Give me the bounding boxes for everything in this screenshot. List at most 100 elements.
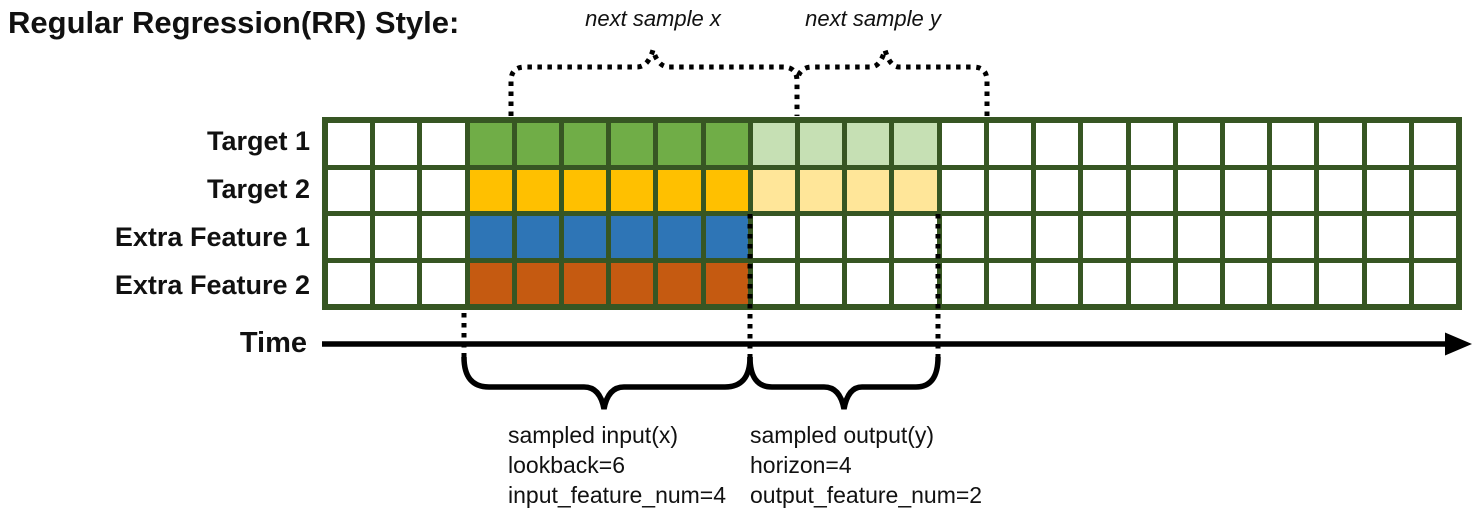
grid-cell — [1036, 262, 1079, 304]
grid-cell — [658, 169, 701, 211]
sampled-input-annotation: sampled input(x) lookback=6 input_featur… — [508, 420, 726, 510]
grid-cell — [1224, 262, 1268, 304]
grid-cell — [611, 169, 654, 211]
grid-cell — [422, 123, 465, 165]
grid-cell — [1036, 123, 1079, 165]
grid-cell — [375, 262, 418, 304]
grid-cell — [1319, 262, 1362, 304]
grid-cell — [1366, 216, 1409, 258]
grid-cell — [988, 216, 1032, 258]
grid-cell — [705, 169, 748, 211]
grid-cell — [469, 169, 512, 211]
diagram-title: Regular Regression(RR) Style: — [8, 5, 460, 40]
grid-cell — [1413, 123, 1456, 165]
grid-cell — [1224, 123, 1268, 165]
next-sample-x-brace — [508, 41, 800, 116]
grid-cell — [516, 123, 560, 165]
next-sample-x-label: next sample x — [585, 6, 721, 31]
grid-cell — [941, 216, 984, 258]
next-sample-y-brace — [795, 41, 990, 116]
grid-cell — [469, 216, 512, 258]
grid-cell — [1366, 262, 1409, 304]
grid-cell — [894, 262, 937, 304]
grid-cell — [1177, 169, 1220, 211]
grid-cell — [328, 169, 371, 211]
grid-cell — [328, 123, 371, 165]
grid-cell — [564, 216, 607, 258]
grid-cell — [1083, 216, 1126, 258]
grid-cell — [375, 123, 418, 165]
grid-cell — [1130, 216, 1173, 258]
grid-cell — [705, 123, 748, 165]
grid-cell — [847, 123, 890, 165]
horizon-value: horizon=4 — [750, 452, 852, 478]
grid-cell — [847, 216, 890, 258]
grid-cell — [1083, 262, 1126, 304]
grid-cell — [1177, 216, 1220, 258]
grid-cell — [375, 169, 418, 211]
time-arrow-head-icon — [1445, 332, 1472, 356]
grid-cell — [941, 123, 984, 165]
grid-cell — [564, 262, 607, 304]
grid-cell — [1083, 123, 1126, 165]
row-label: Extra Feature 1 — [114, 222, 310, 253]
row-labels: Target 1 Target 2 Extra Feature 1 Extra Fea… — [0, 117, 310, 310]
grid-cell — [894, 216, 937, 258]
grid-cell — [375, 216, 418, 258]
grid-cell — [1177, 262, 1220, 304]
grid-cell — [422, 216, 465, 258]
grid-cell — [1224, 169, 1268, 211]
grid-cell — [705, 262, 748, 304]
next-sample-y-label: next sample y — [805, 6, 941, 31]
grid-cell — [516, 169, 560, 211]
grid-cell — [469, 262, 512, 304]
sample-grid — [322, 117, 1462, 310]
output-feature-num-value: output_feature_num=2 — [750, 482, 983, 508]
grid-cell — [611, 123, 654, 165]
grid-cell — [752, 262, 796, 304]
sampled-output-annotation: sampled output(y) horizon=4 output_featu… — [750, 420, 982, 510]
grid-cell — [1413, 216, 1456, 258]
grid-cell — [1130, 169, 1173, 211]
grid-cell — [847, 169, 890, 211]
grid-cell — [1177, 123, 1220, 165]
grid-cell — [1224, 216, 1268, 258]
grid-cell — [800, 262, 843, 304]
grid-cell — [611, 262, 654, 304]
grid-cell — [894, 169, 937, 211]
grid-cell — [422, 262, 465, 304]
grid-cell — [752, 169, 796, 211]
grid-cell — [1319, 216, 1362, 258]
row-label: Target 1 — [206, 125, 310, 156]
grid-cell — [847, 262, 890, 304]
grid-cell — [1272, 169, 1315, 211]
grid-cell — [564, 123, 607, 165]
grid-cell — [658, 262, 701, 304]
grid-cell — [988, 169, 1032, 211]
grid-cell — [516, 216, 560, 258]
grid-cell — [328, 216, 371, 258]
grid-cell — [800, 169, 843, 211]
grid-cell — [328, 262, 371, 304]
grid-cell — [422, 169, 465, 211]
sampled-input-brace — [461, 356, 753, 410]
grid-cell — [1083, 169, 1126, 211]
grid-cell — [752, 123, 796, 165]
grid-cell — [800, 216, 843, 258]
grid-cell — [611, 216, 654, 258]
input-feature-num-value: input_feature_num=4 — [508, 482, 727, 508]
sampled-input-title: sampled input(x) — [508, 422, 679, 448]
grid-cell — [1366, 123, 1409, 165]
grid-cell — [1319, 169, 1362, 211]
grid-cell — [705, 216, 748, 258]
sampled-output-brace — [747, 356, 941, 410]
grid-cell — [752, 216, 796, 258]
grid-cell — [988, 123, 1032, 165]
sampled-output-title: sampled output(y) — [750, 422, 935, 448]
grid-cell — [941, 169, 984, 211]
grid-cell — [1319, 123, 1362, 165]
grid-cell — [1036, 169, 1079, 211]
grid-cell — [1130, 262, 1173, 304]
grid-cell — [1036, 216, 1079, 258]
